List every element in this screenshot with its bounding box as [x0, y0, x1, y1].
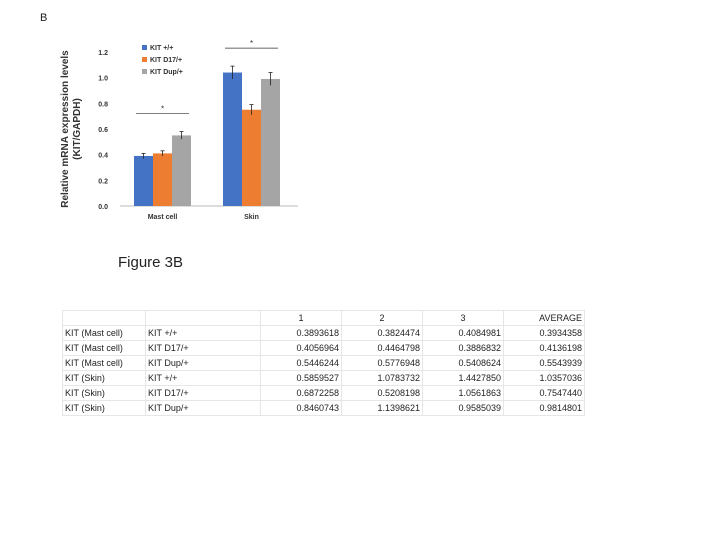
table-cell: KIT +/+ [145, 325, 261, 341]
x-tick-label: Mast cell [148, 214, 178, 221]
table-cell: 0.6872258 [260, 385, 342, 401]
table-cell: 1.0561863 [422, 385, 504, 401]
table-cell: 0.5776948 [341, 355, 423, 371]
y-tick-label: 0.2 [98, 178, 108, 185]
table-cell: 0.9585039 [422, 400, 504, 416]
table-cell: KIT (Mast cell) [62, 355, 146, 371]
x-tick-label: Skin [244, 214, 259, 221]
table-row: KIT (Skin) KIT Dup/+ 0.8460743 1.1398621 0.9… [62, 400, 585, 416]
table-cell: 1.1398621 [341, 400, 423, 416]
table-cell: 0.5408624 [422, 355, 504, 371]
bar [172, 135, 191, 206]
table-row: KIT (Skin) KIT +/+ 0.5859527 1.0783732 1.442… [62, 370, 585, 386]
table-row: KIT (Skin) KIT D17/+ 0.6872258 0.5208198 1.0… [62, 385, 585, 401]
table-cell: KIT Dup/+ [145, 355, 261, 371]
legend-label: KIT +/+ [150, 45, 173, 52]
table-cell: KIT Dup/+ [145, 400, 261, 416]
table-cell: 0.3824474 [341, 325, 423, 341]
table-header-row: 1 2 3 AVERAGE [62, 310, 585, 326]
y-tick-label: 0.8 [98, 101, 108, 108]
table-cell: 0.5446244 [260, 355, 342, 371]
table-cell: 0.3886832 [422, 340, 504, 356]
table-header-cell [145, 310, 261, 326]
bar [242, 109, 261, 206]
table-cell: KIT (Skin) [62, 385, 146, 401]
table-cell: 0.4084981 [422, 325, 504, 341]
y-tick-label: 1.0 [98, 76, 108, 83]
legend-swatch [142, 45, 147, 50]
bar [261, 78, 280, 206]
y-tick-label: 1.2 [98, 50, 108, 57]
table-cell: 0.3893618 [260, 325, 342, 341]
y-axis-title-line1: Relative mRNA expression levels [60, 50, 71, 208]
table-cell: 0.5859527 [260, 370, 342, 386]
table-header-cell: 2 [341, 310, 423, 326]
table-cell: KIT +/+ [145, 370, 261, 386]
bar-chart: Relative mRNA expression levels (KIT/GAPD… [60, 39, 298, 221]
table-row: KIT (Mast cell) KIT +/+ 0.3893618 0.3824474… [62, 325, 585, 341]
table-cell: 1.0357036 [503, 370, 585, 386]
table-cell: 0.9814801 [503, 400, 585, 416]
table-cell: 0.8460743 [260, 400, 342, 416]
table-cell: 0.3934358 [503, 325, 585, 341]
table-cell: KIT D17/+ [145, 385, 261, 401]
significance-marker: * [250, 39, 253, 48]
y-tick-label: 0.0 [98, 204, 108, 211]
table-cell: 0.4056964 [260, 340, 342, 356]
y-tick-label: 0.6 [98, 127, 108, 134]
table-cell: 1.0783732 [341, 370, 423, 386]
table-row: KIT (Mast cell) KIT Dup/+ 0.5446244 0.57769… [62, 355, 585, 371]
bar [223, 72, 242, 207]
table-cell: 0.7547440 [503, 385, 585, 401]
bar [153, 153, 172, 206]
significance-marker: * [161, 105, 164, 114]
table-cell: 0.4464798 [341, 340, 423, 356]
table-cell: 1.4427850 [422, 370, 504, 386]
y-axis-title-line2: (KIT/GAPDH) [72, 98, 83, 160]
table-cell: 0.5543939 [503, 355, 585, 371]
table-header-cell: 1 [260, 310, 342, 326]
table-cell: KIT (Skin) [62, 370, 146, 386]
legend-label: KIT D17/+ [150, 57, 182, 64]
legend-label: KIT Dup/+ [150, 69, 183, 76]
table-header-cell: AVERAGE [503, 310, 585, 326]
table-cell: 0.4136198 [503, 340, 585, 356]
y-tick-label: 0.4 [98, 153, 108, 160]
table-cell: KIT (Skin) [62, 400, 146, 416]
table-cell: KIT (Mast cell) [62, 340, 146, 356]
figure-caption: Figure 3B [118, 254, 184, 271]
table-row: KIT (Mast cell) KIT D17/+ 0.4056964 0.44647… [62, 340, 585, 356]
panel-label: B [40, 12, 48, 24]
table-cell: KIT (Mast cell) [62, 325, 146, 341]
legend-swatch [142, 69, 147, 74]
table-header-cell: 3 [422, 310, 504, 326]
table-cell: 0.5208198 [341, 385, 423, 401]
table-header-cell [62, 310, 146, 326]
data-table: 1 2 3 AVERAGE KIT (Mast cell) KIT +/+ 0.389361… [62, 310, 585, 416]
bar [134, 155, 153, 206]
legend-swatch [142, 57, 147, 62]
table-cell: KIT D17/+ [145, 340, 261, 356]
